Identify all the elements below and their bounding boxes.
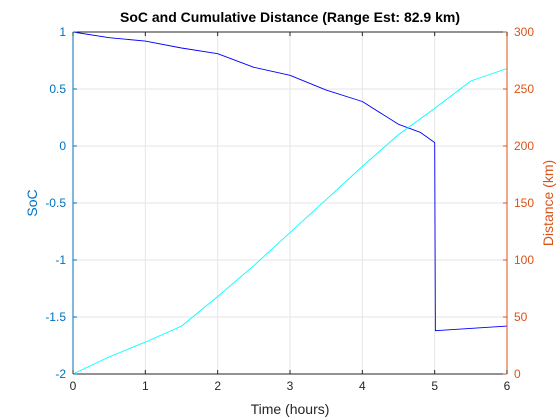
y-right-tick-label: 300 [514,25,534,39]
x-tick-label: 4 [359,379,366,393]
x-axis-label: Time (hours) [251,401,330,417]
tick-labels: 0 1 2 3 4 5 6 -2 -1.5 -1 -0.5 0 0.5 1 0 50 100 150 200 250 3… [45,25,534,393]
y-axis-right-label: Distance (km) [540,160,556,246]
axes [72,31,508,375]
series-layer [72,31,508,375]
y-left-tick-label: -1.5 [45,310,66,324]
x-tick-label: 6 [504,379,511,393]
y-right-tick-label: 150 [514,196,534,210]
y-left-tick-label: -2 [55,367,66,381]
y-left-tick-label: -0.5 [45,196,66,210]
y-right-tick-label: 50 [514,310,528,324]
y-left-tick-label: 1 [59,25,66,39]
chart-title: SoC and Cumulative Distance (Range Est: … [120,9,460,25]
distance-series-line [72,68,508,375]
x-tick-label: 2 [214,379,221,393]
y-left-tick-label: 0 [59,139,66,153]
y-axis-left-label: SoC [24,189,40,216]
x-tick-label: 5 [431,379,438,393]
soc-series-line [72,31,508,332]
y-right-tick-label: 250 [514,82,534,96]
y-right-tick-label: 100 [514,253,534,267]
x-tick-label: 0 [70,379,77,393]
y-left-tick-label: 0.5 [49,82,66,96]
y-right-tick-label: 200 [514,139,534,153]
y-right-tick-label: 0 [514,367,521,381]
x-tick-label: 3 [287,379,294,393]
x-tick-label: 1 [142,379,149,393]
y-left-tick-label: -1 [55,253,66,267]
